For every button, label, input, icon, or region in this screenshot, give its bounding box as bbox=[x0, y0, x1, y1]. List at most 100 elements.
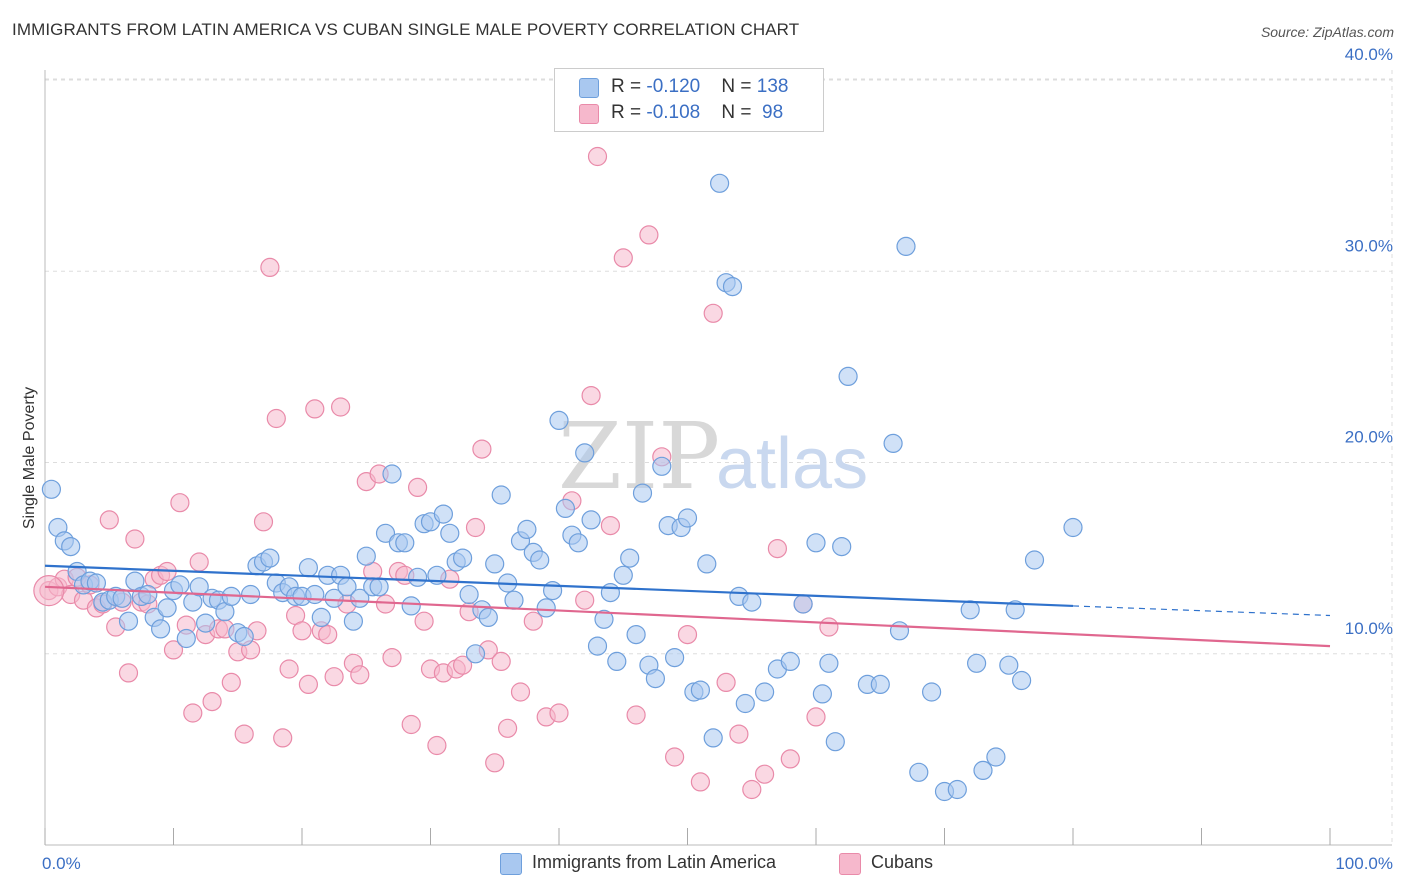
trend-line-latin-america bbox=[44, 564, 1074, 608]
cuban-point bbox=[806, 707, 826, 727]
axes bbox=[44, 70, 1392, 846]
latin-america-point bbox=[118, 611, 139, 631]
cuban-point bbox=[253, 512, 274, 532]
tick-labels: 10.0% 20.0% 30.0% 40.0% 0.0% 100.0% bbox=[42, 45, 1393, 873]
latin-america-point bbox=[555, 498, 576, 518]
latin-america-point bbox=[459, 584, 479, 605]
legend-n-value: 138 bbox=[756, 76, 789, 97]
cuban-point bbox=[510, 682, 531, 702]
latin-america-point bbox=[587, 636, 608, 656]
latin-america-point bbox=[241, 584, 261, 605]
cuban-point bbox=[163, 640, 184, 660]
latin-america-point bbox=[151, 619, 171, 639]
cuban-point bbox=[414, 611, 434, 631]
latin-america-point bbox=[440, 523, 460, 543]
latin-america-point bbox=[260, 548, 280, 568]
latin-america-point bbox=[61, 536, 81, 557]
latin-america-point bbox=[709, 173, 730, 193]
cuban-point bbox=[125, 529, 145, 549]
cuban-point bbox=[183, 703, 203, 723]
latin-america-point bbox=[427, 565, 447, 585]
latin-america-point bbox=[664, 647, 685, 668]
correlation-legend: R = -0.120 N = 138 R = -0.108 N = 98 bbox=[554, 68, 824, 132]
cuban-point bbox=[639, 225, 659, 245]
latin-america-point bbox=[86, 573, 107, 593]
latin-america-point bbox=[677, 508, 698, 528]
cuban-point bbox=[324, 667, 344, 687]
legend-n-value: 98 bbox=[756, 102, 784, 123]
latin-america-point bbox=[966, 653, 987, 673]
latin-america-point bbox=[491, 485, 511, 505]
cuban-point bbox=[767, 538, 788, 559]
cuban-point bbox=[523, 611, 543, 631]
latin-america-point bbox=[530, 550, 550, 570]
latin-america-point bbox=[986, 747, 1006, 767]
cuban-point bbox=[189, 552, 209, 572]
cuban-point bbox=[491, 651, 511, 672]
legend-r-label: R = bbox=[611, 76, 647, 97]
cuban-point bbox=[279, 659, 299, 679]
legend-r-value: -0.108 bbox=[646, 102, 701, 123]
bottom-legend-swatch-pink bbox=[839, 853, 861, 875]
cuban-point bbox=[298, 674, 318, 695]
cuban-point bbox=[33, 575, 65, 607]
latin-america-point bbox=[832, 536, 852, 557]
latin-america-point bbox=[112, 588, 132, 608]
latin-america-point bbox=[999, 655, 1019, 675]
legend-swatch-pink bbox=[579, 104, 599, 124]
cuban-point bbox=[703, 303, 723, 323]
cuban-point bbox=[472, 439, 492, 459]
legend-n-label: N = bbox=[721, 102, 757, 123]
cuban-point bbox=[819, 617, 839, 637]
latin-america-point bbox=[883, 433, 903, 453]
cuban-point bbox=[99, 510, 119, 530]
latin-america-point bbox=[819, 653, 839, 673]
cuban-point bbox=[118, 663, 139, 683]
cuban-point bbox=[664, 747, 685, 767]
latin-america-point bbox=[350, 588, 370, 608]
cuban-point bbox=[453, 655, 473, 675]
latin-america-point bbox=[305, 584, 325, 605]
cuban-point bbox=[292, 621, 312, 641]
latin-america-point bbox=[1024, 550, 1045, 570]
latin-america-point bbox=[806, 533, 826, 553]
cuban-point bbox=[600, 515, 621, 536]
latin-america-point bbox=[780, 651, 800, 672]
latin-america-point bbox=[812, 684, 833, 704]
latin-america-point bbox=[575, 443, 595, 463]
latin-america-point bbox=[594, 609, 614, 629]
bottom-legend-label: Cubans bbox=[871, 852, 934, 872]
latin-america-point bbox=[196, 613, 216, 633]
latin-america-point bbox=[620, 548, 640, 568]
latin-america-point bbox=[825, 732, 845, 752]
latin-america-point bbox=[568, 533, 588, 553]
cuban-point bbox=[626, 705, 646, 725]
cuban-point bbox=[677, 624, 698, 645]
latin-america-point bbox=[960, 600, 980, 620]
legend-n-label: N = bbox=[721, 76, 757, 97]
latin-america-point bbox=[138, 584, 158, 605]
latin-america-point bbox=[921, 682, 942, 702]
cuban-point bbox=[273, 728, 293, 748]
legend-row-cubans: R = -0.108 N = 98 bbox=[579, 102, 783, 126]
cuban-point bbox=[318, 624, 338, 645]
trend-line-cubans bbox=[44, 585, 1331, 648]
latin-america-point bbox=[793, 594, 813, 614]
cuban-point bbox=[780, 749, 800, 769]
legend-swatch-blue bbox=[579, 78, 599, 98]
cuban-point bbox=[587, 146, 608, 167]
x-tick-label-max: 100.0% bbox=[1335, 854, 1393, 873]
latin-america-point bbox=[382, 464, 402, 484]
latin-america-point bbox=[1005, 600, 1025, 620]
latin-america-point bbox=[645, 668, 666, 689]
chart-title: IMMIGRANTS FROM LATIN AMERICA VS CUBAN S… bbox=[12, 20, 800, 39]
cuban-point bbox=[575, 590, 595, 610]
bottom-legend-label: Immigrants from Latin America bbox=[532, 852, 777, 872]
latin-america-point bbox=[41, 479, 62, 499]
y-axis-label: Single Male Poverty bbox=[21, 387, 38, 529]
cuban-point bbox=[350, 665, 370, 685]
source-label: Source: ZipAtlas.com bbox=[1260, 24, 1394, 40]
latin-america-point bbox=[170, 575, 190, 595]
cuban-point bbox=[581, 386, 601, 406]
cuban-point bbox=[170, 493, 190, 513]
